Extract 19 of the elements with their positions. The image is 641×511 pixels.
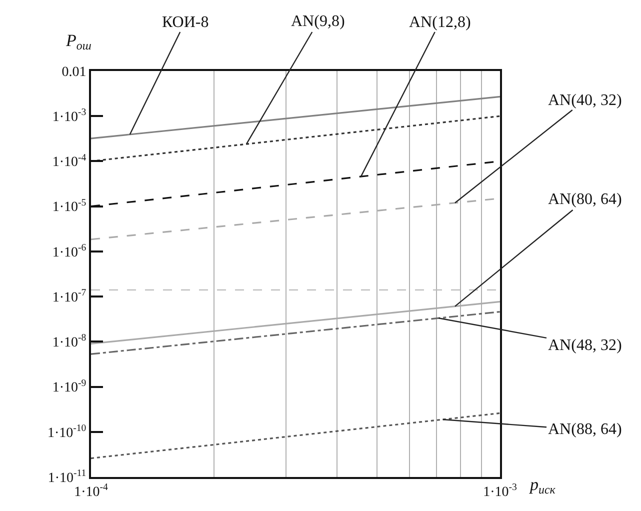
y-tick-label: 1·10$^{-10}$ (47, 422, 86, 441)
text: AN(12,8) (409, 14, 471, 31)
y-tick-label: 1·10$^{-5}$ (52, 197, 86, 216)
text: AN(88, 64) (548, 421, 622, 438)
y-tick-label: 1·10$^{-7}$ (52, 288, 86, 306)
y-tick-label: 1·10$^{-11}$ (48, 468, 86, 486)
y-tick-label: 0.01 (62, 64, 86, 80)
y-tick-label: 1·10$^{-4}$ (52, 152, 86, 170)
text: AN(80, 64) (548, 191, 622, 208)
y-tick-label: 1·10$^{-9}$ (52, 378, 86, 396)
y-tick-label: 1·10$^{-3}$ (52, 107, 86, 126)
text: AN(40, 32) (548, 92, 622, 109)
text: КОИ-8 (162, 14, 209, 31)
y-axis-title: P$_{ош}$ (65, 31, 92, 53)
text: AN(9,8) (291, 13, 345, 30)
y-tick-label: 1·10$^{-6}$ (52, 242, 86, 260)
y-tick-label: 1·10$^{-8}$ (52, 332, 86, 351)
x-axis-title: p$_{иск}$ (529, 475, 556, 497)
text: AN(48, 32) (548, 337, 622, 354)
